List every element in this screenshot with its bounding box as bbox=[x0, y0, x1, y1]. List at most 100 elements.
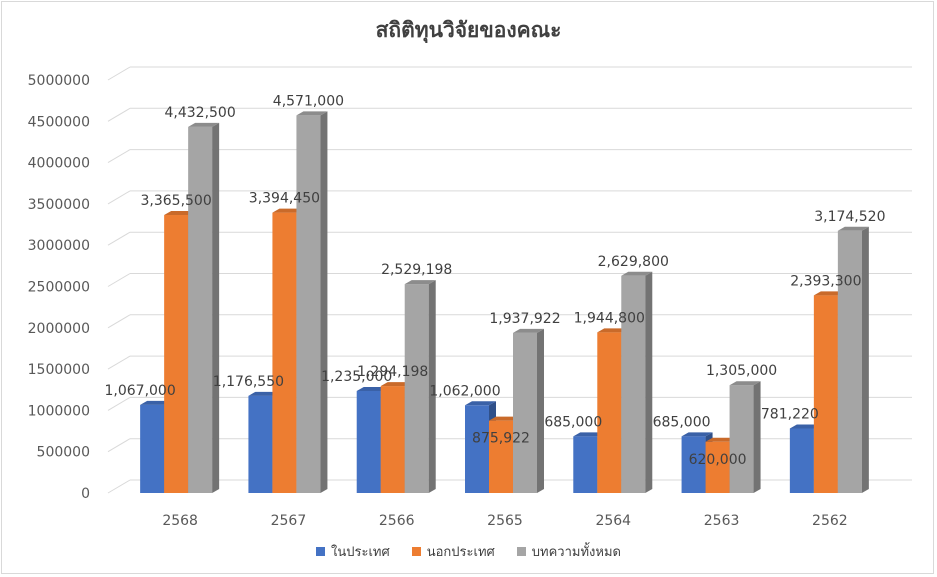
y-tick-label: 4000000 bbox=[28, 156, 90, 172]
gridline-depth bbox=[107, 190, 131, 205]
bar-side bbox=[320, 111, 328, 494]
bar-front bbox=[404, 284, 429, 493]
legend-item: ในประเทศ bbox=[316, 541, 390, 562]
bar-top bbox=[248, 391, 280, 396]
bar bbox=[837, 226, 869, 493]
bar-top bbox=[140, 400, 172, 405]
legend: ในประเทศ นอกประเทศ บทความทั้งหมด bbox=[0, 541, 937, 562]
bar-front bbox=[188, 126, 213, 494]
y-tick-label: 2500000 bbox=[28, 280, 90, 296]
bar-top bbox=[465, 401, 496, 406]
y-tick-label: 1000000 bbox=[28, 403, 90, 419]
chart-title: สถิติทุนวิจัยของคณะ bbox=[375, 18, 562, 42]
gridline-depth bbox=[107, 149, 131, 164]
data-label: 1,235,000 bbox=[321, 369, 392, 385]
bar-side bbox=[861, 226, 869, 493]
x-tick-label: 2566 bbox=[379, 513, 415, 529]
bar bbox=[404, 280, 436, 493]
bar-top bbox=[272, 208, 304, 213]
bar-side bbox=[753, 381, 761, 493]
gridline-depth bbox=[107, 396, 131, 411]
bar-top bbox=[513, 328, 544, 333]
bar bbox=[296, 111, 328, 494]
data-label: 2,393,300 bbox=[790, 273, 861, 289]
gridline-depth bbox=[107, 479, 131, 494]
x-tick-label: 2564 bbox=[595, 513, 631, 529]
bar-front bbox=[465, 405, 489, 493]
bar bbox=[188, 122, 220, 494]
bar-front bbox=[380, 386, 405, 493]
gridline-depth bbox=[107, 314, 131, 329]
gridline-depth bbox=[107, 438, 131, 453]
bar-side bbox=[428, 280, 436, 493]
bar-top bbox=[380, 382, 412, 387]
data-label: 4,432,500 bbox=[165, 105, 236, 121]
legend-item: นอกประเทศ bbox=[411, 541, 495, 562]
data-label: 1,944,800 bbox=[574, 310, 645, 326]
gridline-depth bbox=[107, 273, 131, 287]
y-tick-label: 500000 bbox=[37, 445, 90, 461]
bar-top bbox=[404, 280, 436, 285]
bar-front bbox=[272, 212, 297, 494]
x-tick-label: 2567 bbox=[271, 513, 307, 529]
bar-front bbox=[489, 420, 513, 493]
gridline-depth bbox=[107, 66, 131, 81]
gridline-depth bbox=[107, 355, 131, 370]
legend-swatch bbox=[411, 547, 421, 556]
bar-front bbox=[813, 295, 838, 493]
bar-front bbox=[573, 436, 598, 493]
bar bbox=[513, 328, 544, 493]
legend-label: ในประเทศ bbox=[331, 545, 390, 560]
bar-top bbox=[813, 291, 845, 296]
bar-front bbox=[513, 332, 537, 493]
bar-front bbox=[789, 428, 814, 493]
bar-front bbox=[681, 436, 706, 493]
legend-swatch bbox=[316, 547, 326, 556]
bar-front bbox=[621, 275, 646, 493]
data-label: 2,629,800 bbox=[598, 254, 669, 270]
bar-side bbox=[212, 122, 220, 494]
bar-top bbox=[597, 328, 629, 333]
bar-front bbox=[248, 395, 273, 493]
bar-top bbox=[188, 122, 220, 127]
data-label: 2,529,198 bbox=[381, 262, 452, 278]
legend-label: นอกประเทศ bbox=[426, 545, 495, 560]
bar-top bbox=[705, 437, 737, 442]
data-label: 1,067,000 bbox=[105, 383, 176, 399]
data-label: 685,000 bbox=[653, 414, 711, 430]
bar-top bbox=[621, 271, 653, 276]
bar-top bbox=[296, 111, 328, 116]
y-tick-label: 2000000 bbox=[28, 321, 90, 337]
data-label: 3,174,520 bbox=[814, 209, 885, 225]
data-label: 1,294,198 bbox=[357, 364, 428, 380]
data-label: 1,305,000 bbox=[706, 363, 777, 379]
bar-front bbox=[356, 390, 381, 493]
y-tick-label: 3500000 bbox=[28, 197, 90, 213]
bar-front bbox=[597, 332, 622, 493]
bar-top bbox=[837, 226, 869, 231]
y-tick-label: 4500000 bbox=[28, 114, 90, 130]
data-label: 1,176,550 bbox=[213, 374, 284, 390]
gridline-depth bbox=[107, 231, 131, 246]
bar-top bbox=[164, 211, 196, 216]
bar-front bbox=[296, 115, 321, 494]
x-tick-label: 2563 bbox=[704, 513, 740, 529]
bar-front bbox=[140, 404, 165, 493]
bar-top bbox=[789, 424, 821, 429]
data-label: 620,000 bbox=[689, 452, 747, 468]
legend-swatch bbox=[516, 547, 526, 556]
y-tick-label: 5000000 bbox=[28, 73, 90, 89]
bar-side bbox=[645, 271, 653, 493]
bar bbox=[729, 381, 761, 493]
data-label: 3,394,450 bbox=[249, 191, 320, 207]
bar-top bbox=[573, 432, 605, 437]
legend-label: บทความทั้งหมด bbox=[531, 545, 621, 560]
bar-top bbox=[356, 386, 388, 391]
y-tick-label: 3000000 bbox=[28, 238, 90, 254]
bar-front bbox=[705, 441, 730, 493]
y-tick-label: 1500000 bbox=[28, 362, 90, 378]
y-tick-label: 0 bbox=[81, 486, 90, 502]
bar-front bbox=[729, 385, 754, 493]
bar-front bbox=[837, 230, 862, 493]
